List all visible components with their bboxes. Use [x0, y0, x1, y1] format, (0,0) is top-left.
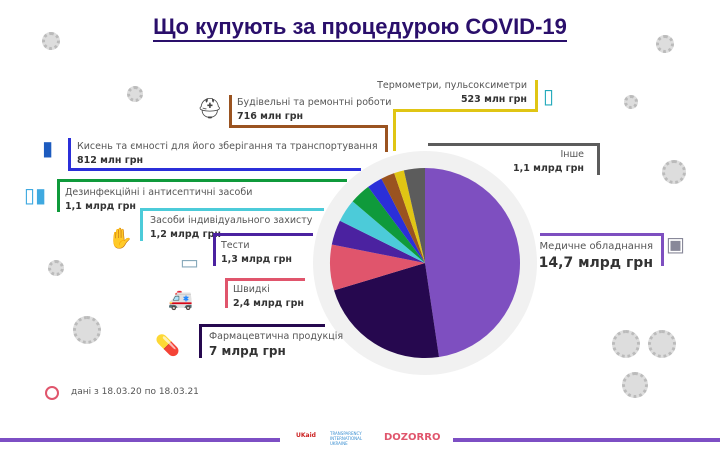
pie-slice-1: [334, 263, 439, 359]
oxygen-cylinder-icon: ▮: [42, 136, 54, 160]
ventilator-icon: ▣: [666, 232, 685, 256]
label-tests: Тести 1,3 млрд грн: [221, 240, 292, 265]
leader-line: [393, 80, 538, 112]
bi-logo-icon: [45, 386, 59, 400]
pie-slice-8: [394, 170, 425, 263]
label-ambulances: Швидкі 2,4 млрд грн: [233, 284, 304, 309]
label-oxygen: Кисень та ємності для його зберігання та…: [77, 141, 378, 166]
test-kit-icon: ▭: [180, 250, 199, 274]
virus-icon: [42, 32, 60, 50]
virus-icon: [624, 95, 638, 109]
transparency-logo: TRANSPARENCY INTERNATIONAL UKRAINE: [330, 431, 363, 446]
helmet-icon: ⛑: [197, 96, 223, 120]
virus-icon: [656, 35, 674, 53]
pie-slice-2: [330, 244, 425, 291]
sanitizer-icon: ▯▮: [24, 183, 47, 207]
virus-icon: [648, 330, 676, 358]
leader-line: [229, 95, 388, 128]
dozorro-logo: DOZORRO: [384, 432, 441, 443]
leader-line: [385, 125, 388, 152]
label-thermometers: Термометри, пульсоксиметри 523 млн грн: [377, 80, 527, 105]
virus-icon: [612, 330, 640, 358]
title-text: Що купують за процедурою COVID-19: [153, 14, 567, 42]
virus-icon: [127, 86, 143, 102]
ambulance-icon: 🚑: [168, 287, 193, 311]
pills-icon: 💊: [155, 333, 180, 357]
virus-icon: [662, 160, 686, 184]
virus-icon: [73, 316, 101, 344]
page-title: Що купують за процедурою COVID-19: [0, 14, 720, 42]
leader-line: [540, 233, 664, 266]
leader-line: [393, 109, 396, 151]
leader-line: [199, 324, 325, 358]
mask-gloves-icon: ✋: [108, 226, 133, 250]
leader-line: [213, 233, 313, 266]
thermometer-icon: ▯: [543, 84, 555, 108]
pie-slice-9: [403, 168, 425, 263]
leader-line: [428, 143, 600, 175]
pie-slice-4: [339, 201, 425, 263]
label-pharma: Фармацевтична продукція 7 млрд грн: [209, 331, 344, 358]
pie-slice-6: [368, 178, 425, 263]
pie-slice-7: [381, 173, 425, 263]
date-note: дані з 18.03.20 по 18.03.21: [71, 387, 199, 397]
virus-icon: [622, 372, 648, 398]
label-ppe: Засоби індивідуального захисту 1,2 млрд г…: [150, 215, 313, 240]
pie-slice-3: [331, 220, 425, 263]
label-construction: Будівельні та ремонтні роботи 716 млн грн: [237, 97, 392, 122]
ukaid-logo: UKaid: [296, 432, 316, 439]
leader-line: [68, 138, 361, 171]
leader-line: [57, 179, 347, 212]
label-disinfection: Дезинфекційні і антисептичні засоби 1,1 м…: [65, 187, 253, 212]
leader-line: [225, 278, 305, 308]
leader-line: [140, 208, 324, 241]
footer-line: [453, 438, 720, 442]
label-other: Інше 1,1 млрд грн: [513, 149, 584, 174]
footer-line: [0, 438, 280, 442]
pie-slice-5: [352, 186, 425, 263]
pie-slice-0: [425, 168, 521, 357]
label-medical: Медичне обладнання 14,7 млрд грн: [538, 241, 653, 271]
virus-icon: [48, 260, 64, 276]
